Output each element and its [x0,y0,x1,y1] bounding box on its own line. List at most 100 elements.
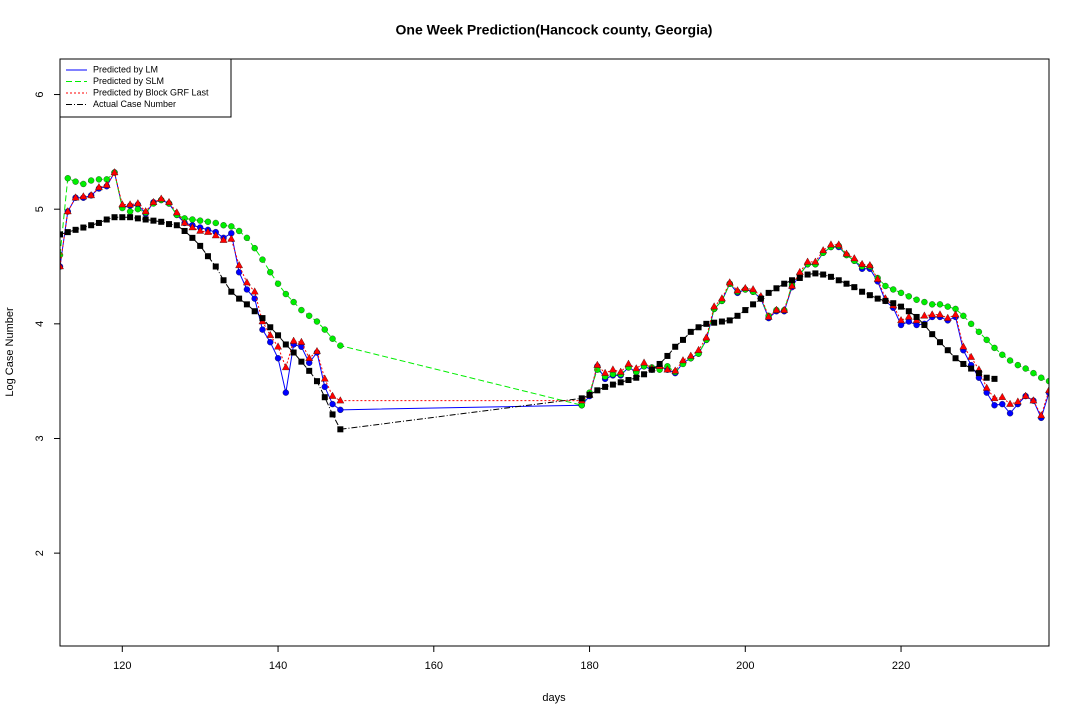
data-point [235,227,243,235]
data-point [282,341,289,348]
data-point [928,310,937,318]
data-point [1038,374,1045,381]
data-point [243,286,251,293]
x-tick-label: 180 [580,660,598,672]
data-point [789,277,796,284]
data-point [329,400,336,408]
data-point [80,180,87,188]
data-point [975,370,982,377]
data-point [686,351,695,359]
data-point [718,318,725,325]
data-point [968,365,975,372]
data-point [749,285,757,293]
data-point [804,271,811,278]
data-point [188,223,197,231]
data-point [79,192,88,200]
x-tick-label: 160 [425,660,443,672]
data-point [243,278,251,286]
data-point [103,216,110,223]
data-point [297,337,306,345]
data-point [679,356,687,364]
data-point [624,359,633,367]
data-point [251,245,258,252]
data-point [920,311,929,319]
data-point [983,336,990,344]
x-tick-label: 140 [269,660,287,672]
data-point [321,394,328,401]
data-point [586,391,593,398]
data-point [166,221,173,228]
data-point [72,178,79,185]
data-point [734,312,741,319]
chart-title: One Week Prediction(Hancock county, Geor… [396,22,713,38]
data-point [60,231,63,238]
data-point [750,301,757,308]
data-point [157,194,166,202]
data-point [834,240,843,248]
data-point [204,218,212,225]
data-point [126,208,134,215]
data-point [329,411,336,418]
data-point [991,402,998,409]
x-tick-label: 220 [892,660,910,672]
data-point [827,240,835,248]
data-point [718,294,726,302]
data-point [95,219,102,226]
data-point [337,342,344,349]
data-point [898,303,905,310]
data-point [64,175,71,182]
data-point [336,396,345,404]
data-point [873,274,882,282]
data-point [173,222,180,229]
y-tick-label: 4 [34,321,46,327]
data-point [71,193,80,201]
data-point [710,302,718,310]
data-point [602,383,609,390]
data-point [165,198,173,205]
data-point [119,214,126,221]
data-point [313,378,320,385]
data-point [796,274,803,281]
data-point [656,360,663,367]
data-point [820,271,827,278]
data-point [282,290,289,298]
data-point [1013,397,1022,405]
data-point [1021,391,1030,399]
data-point [671,366,680,374]
data-point [742,307,749,314]
data-point [764,312,773,320]
data-point [227,234,236,242]
data-point [999,351,1006,358]
data-point [134,215,141,222]
data-point [95,176,103,183]
data-point [687,328,694,335]
y-axis-label: Log Case Number [4,307,16,397]
data-point [235,261,243,269]
data-point [298,306,305,314]
data-point [1045,386,1049,393]
plot-area [60,168,1049,433]
data-point [959,342,968,350]
data-point [305,353,314,361]
data-point [812,270,819,277]
data-point [72,226,79,233]
data-point [944,347,951,354]
data-point [337,406,344,413]
data-point [243,301,250,308]
data-point [1006,357,1014,364]
data-point [212,219,219,227]
legend-label: Predicted by LM [93,64,158,74]
data-point [632,364,641,372]
data-point [694,345,703,353]
data-point [960,312,967,319]
data-point [617,379,624,386]
data-point [625,377,632,384]
data-point [835,277,842,284]
data-point [672,343,679,350]
data-point [594,387,601,394]
data-point [328,391,337,399]
data-point [664,352,671,359]
data-point [695,324,702,331]
